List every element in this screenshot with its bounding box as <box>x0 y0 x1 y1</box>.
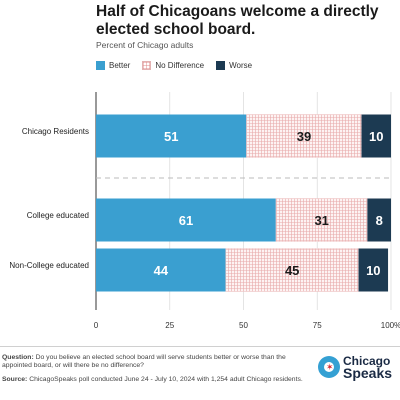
bar-better-college-educated <box>96 198 276 242</box>
data-label-better-non-college-educated: 44 <box>154 263 169 278</box>
data-label-worse-college-educated: 8 <box>376 213 383 228</box>
data-label-no-difference-chicago-residents: 39 <box>297 129 311 144</box>
chart-title: Half of Chicagoans welcome a directly el… <box>96 3 379 38</box>
footer-divider <box>0 346 400 347</box>
footer-source: Source: ChicagoSpeaks poll conducted Jun… <box>2 376 312 384</box>
bar-better-non-college-educated <box>96 248 226 292</box>
legend-swatch-worse <box>216 60 226 70</box>
source-text: ChicagoSpeaks poll conducted June 24 - J… <box>29 376 303 383</box>
logo-line1: Chicago <box>343 354 391 368</box>
x-tick-label: 25 <box>165 321 174 330</box>
x-tick-label: 100% <box>381 321 400 330</box>
bar-worse-college-educated <box>367 198 391 242</box>
source-label: Source: <box>2 376 28 383</box>
category-label-college-educated: College educated <box>27 211 89 220</box>
data-label-no-difference-non-college-educated: 45 <box>285 263 299 278</box>
footer-question: Question: Do you believe an elected scho… <box>2 354 312 371</box>
legend: Better No Difference Worse <box>96 59 264 71</box>
question-label: Question: <box>2 354 34 361</box>
chicago-speaks-logo: ✶ Chicago Speaks <box>318 354 393 381</box>
category-label-chicago-residents: Chicago Residents <box>22 127 89 136</box>
bar-no-difference-college-educated <box>275 198 368 242</box>
data-label-better-college-educated: 61 <box>179 213 193 228</box>
chart-subtitle: Percent of Chicago adults <box>96 40 194 50</box>
stacked-bar-chart: Chicago Residents 51 39 10 College educated 6… <box>9 92 400 330</box>
legend-item-worse: Worse <box>216 60 253 70</box>
x-tick-label: 0 <box>94 321 99 330</box>
bar-better-chicago-residents <box>96 114 247 158</box>
bar-no-difference-chicago-residents <box>246 114 362 158</box>
legend-item-better: Better <box>96 60 131 70</box>
bar-worse-non-college-educated <box>358 248 389 292</box>
x-tick-label: 75 <box>313 321 322 330</box>
data-label-worse-chicago-residents: 10 <box>369 129 383 144</box>
legend-swatch-no-difference <box>142 60 152 70</box>
legend-item-no-difference: No Difference <box>142 60 205 70</box>
logo-line2: Speaks <box>343 365 393 381</box>
legend-label-better: Better <box>109 60 131 70</box>
chicago-star-icon: ✶ <box>318 356 340 378</box>
data-label-no-difference-college-educated: 31 <box>314 213 328 228</box>
legend-swatch-better <box>96 60 105 70</box>
legend-label-worse: Worse <box>229 60 253 70</box>
question-text: Do you believe an elected school board w… <box>2 354 286 370</box>
legend-label-no-difference: No Difference <box>155 60 205 70</box>
category-label-non-college-educated: Non-College educated <box>9 261 89 270</box>
x-tick-label: 50 <box>239 321 248 330</box>
bar-worse-chicago-residents <box>361 114 391 158</box>
data-label-better-chicago-residents: 51 <box>164 129 178 144</box>
data-label-worse-non-college-educated: 10 <box>366 263 380 278</box>
